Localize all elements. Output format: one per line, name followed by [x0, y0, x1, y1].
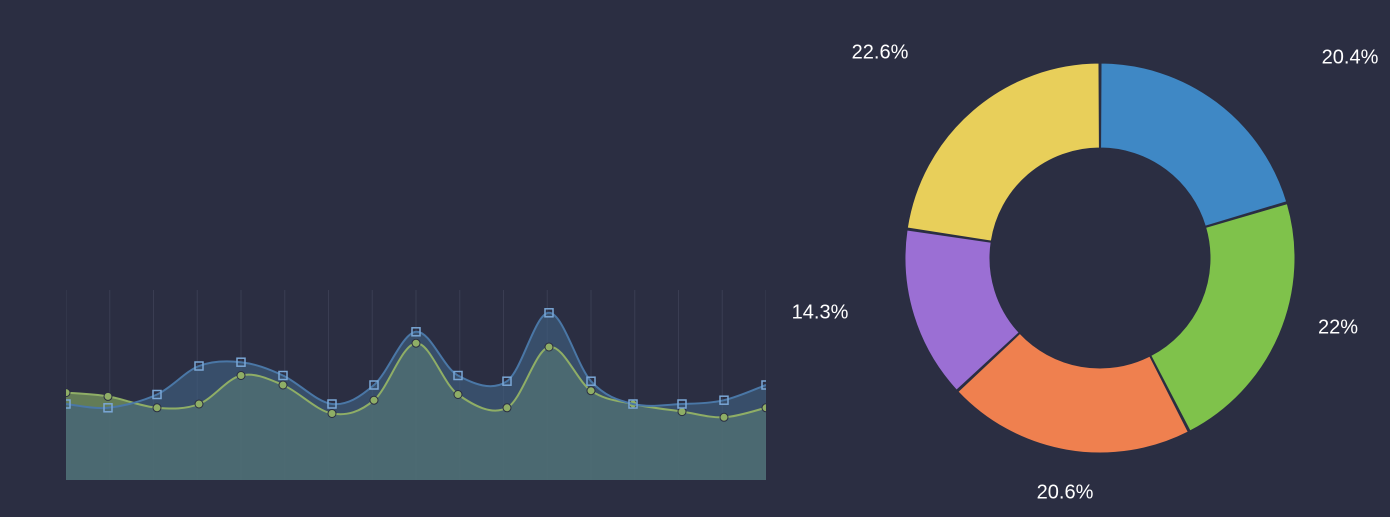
donut-label-2: 20.6%: [1037, 482, 1094, 505]
marker-series-a-1: [104, 392, 112, 400]
marker-series-a-0: [66, 389, 70, 397]
marker-series-a-5: [279, 381, 287, 389]
marker-series-a-14: [678, 408, 686, 416]
area-fill-series-b: [66, 313, 766, 480]
marker-series-a-10: [503, 404, 511, 412]
marker-series-a-16: [762, 404, 766, 412]
stacked-bar-chart: [66, 50, 766, 245]
donut-label-3: 14.3%: [792, 302, 849, 325]
marker-series-a-7: [370, 396, 378, 404]
marker-series-a-4: [237, 372, 245, 380]
marker-series-a-11: [545, 343, 553, 351]
marker-series-a-6: [328, 410, 336, 418]
donut-chart: 20.4%22%20.6%14.3%22.6%: [810, 0, 1390, 517]
donut-label-0: 20.4%: [1322, 47, 1379, 70]
donut-slice-1: [1151, 204, 1295, 431]
donut-label-1: 22%: [1318, 317, 1358, 340]
marker-series-a-8: [412, 339, 420, 347]
donut-label-4: 22.6%: [852, 42, 909, 65]
donut-slice-4: [907, 63, 1099, 241]
marker-series-a-12: [587, 387, 595, 395]
donut-slice-0: [1101, 63, 1287, 226]
area-chart: [66, 290, 766, 480]
marker-series-a-9: [454, 391, 462, 399]
marker-series-a-15: [720, 413, 728, 421]
marker-series-a-2: [153, 404, 161, 412]
marker-series-a-3: [195, 400, 203, 408]
